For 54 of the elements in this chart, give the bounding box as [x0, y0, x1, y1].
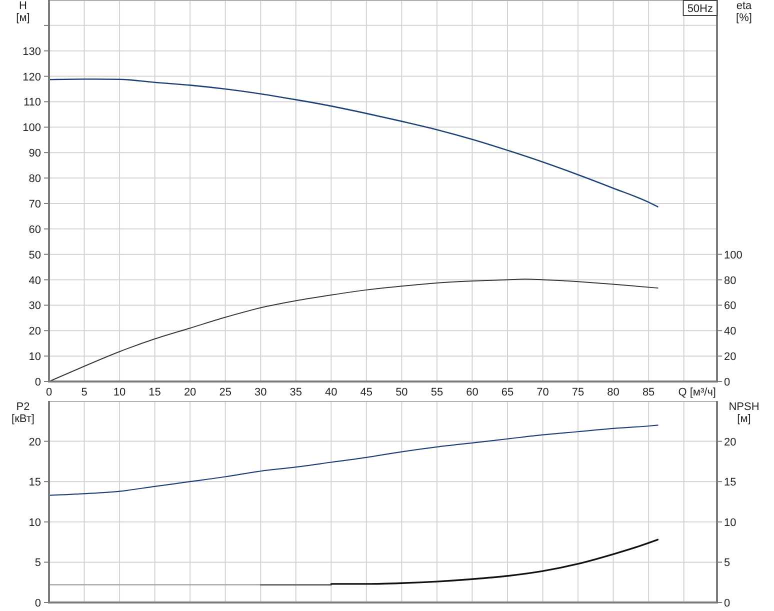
- x-tick-label: 85: [642, 386, 655, 398]
- x-tick-label: 75: [572, 386, 584, 398]
- x-tick-label: 65: [501, 386, 514, 398]
- y-tick-label: 0: [34, 376, 41, 388]
- x-tick-label: 60: [466, 386, 478, 398]
- y2-tick-label: 20: [724, 436, 736, 448]
- y2-tick-label: 60: [724, 300, 736, 312]
- y-tick-label: 70: [28, 198, 41, 210]
- y-tick-label: 110: [23, 96, 41, 109]
- y-tick-label: 90: [28, 148, 41, 160]
- y-tick-label: 130: [22, 46, 41, 58]
- y2-tick-label: 15: [724, 476, 736, 489]
- x-tick-label: 45: [360, 386, 373, 398]
- y2-tick-label: 0: [724, 376, 730, 388]
- y2-tick-label: 100: [724, 249, 742, 262]
- x-tick-label: 80: [607, 386, 620, 398]
- x-tick-label: 50: [396, 386, 408, 398]
- y2-tick-label: 20: [724, 351, 736, 364]
- x-tick-label: 0: [46, 386, 52, 398]
- y2-tick-label: 10: [724, 516, 736, 529]
- y-tick-label: 5: [34, 557, 41, 570]
- x-tick-label: 40: [325, 386, 338, 398]
- x-tick-label: 25: [219, 386, 232, 398]
- x-tick-label: 10: [113, 386, 126, 398]
- x-tick-label: 30: [254, 386, 267, 398]
- x-axis-title: Q [м³/ч]: [678, 386, 716, 398]
- y-tick-label: 10: [28, 516, 41, 529]
- y-tick-label: 40: [28, 274, 41, 287]
- y-tick-label: 10: [28, 351, 41, 364]
- y-tick-label: 120: [22, 71, 41, 84]
- x-tick-label: 70: [536, 386, 549, 398]
- y-tick-label: 80: [28, 173, 41, 186]
- y-axis-title: P2 [кВт]: [12, 401, 34, 425]
- y-tick-label: 20: [28, 436, 41, 448]
- x-tick-label: 55: [430, 386, 444, 398]
- y2-axis-title: NPSH [м]: [728, 401, 760, 425]
- x-tick-label: 35: [290, 386, 302, 398]
- y-tick-label: 15: [28, 476, 41, 489]
- y-tick-label: 30: [28, 300, 41, 312]
- x-tick-label: 20: [184, 386, 196, 398]
- y-tick-label: 100: [22, 122, 41, 134]
- chart-title: 50Hz: [687, 3, 713, 15]
- y2-tick-label: 80: [724, 274, 736, 287]
- y-tick-label: 20: [28, 326, 41, 338]
- x-tick-label: 5: [81, 386, 88, 398]
- y-axis-title: H [м]: [16, 0, 30, 24]
- y-tick-label: 60: [28, 224, 41, 236]
- y2-tick-label: 5: [724, 557, 730, 570]
- y2-axis-title: eta [%]: [736, 0, 753, 24]
- y2-tick-label: 40: [724, 326, 736, 338]
- x-tick-label: 15: [148, 386, 161, 398]
- y-tick-label: 0: [34, 598, 41, 610]
- y-tick-label: 50: [28, 249, 41, 262]
- y2-tick-label: 0: [724, 598, 730, 610]
